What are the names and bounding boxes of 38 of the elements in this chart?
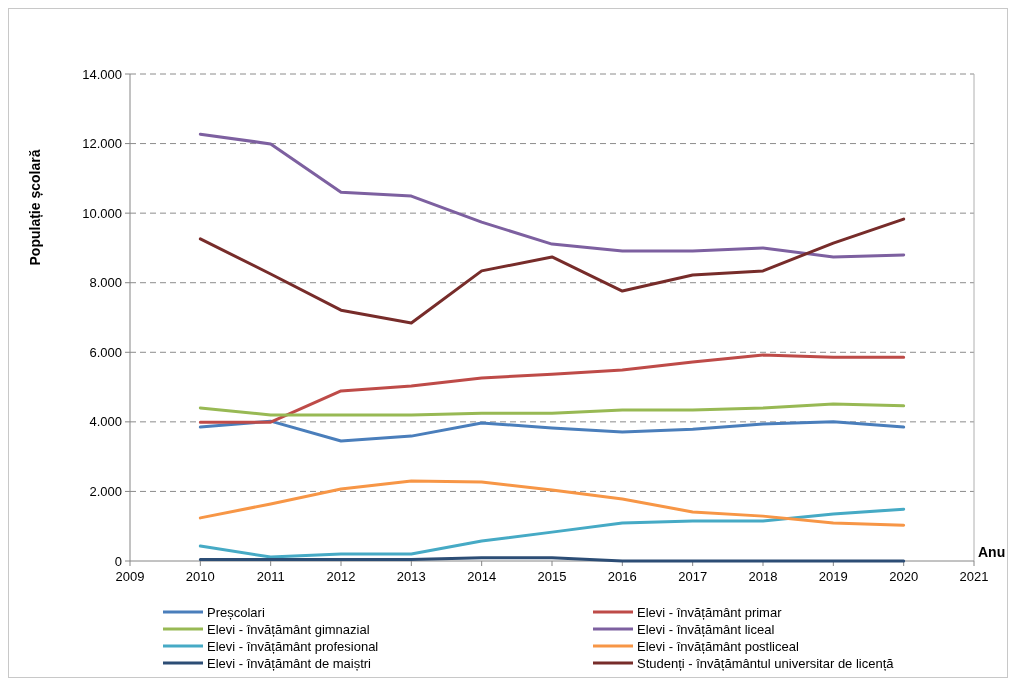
x-tick-label: 2017 bbox=[678, 569, 708, 584]
legend-label: Preșcolari bbox=[207, 604, 265, 620]
x-tick-label: 2018 bbox=[748, 569, 778, 584]
line-series bbox=[198, 217, 906, 325]
legend-label: Elevi - învățământ liceal bbox=[637, 621, 775, 637]
y-tick-label: 2.000 bbox=[89, 483, 122, 499]
y-tick-label: 10.000 bbox=[82, 205, 122, 221]
x-tick-label: 2015 bbox=[537, 569, 567, 584]
legend-label: Elevi - învățământ profesional bbox=[207, 638, 379, 654]
y-tick-label: 12.000 bbox=[82, 136, 122, 152]
y-tick-label: 8.000 bbox=[89, 275, 122, 291]
line-series bbox=[198, 132, 906, 259]
line-series bbox=[198, 353, 906, 424]
x-tick-label: 2020 bbox=[889, 569, 919, 584]
y-tick-label: 6.000 bbox=[89, 344, 122, 360]
legend-label: Elevi - învățământ postliceal bbox=[637, 638, 799, 654]
y-tick-label: 4.000 bbox=[89, 414, 122, 430]
line-series bbox=[198, 419, 906, 443]
x-axis-title: Anu bbox=[978, 544, 1006, 560]
x-tick-label: 2012 bbox=[326, 569, 356, 584]
x-tick-label: 2013 bbox=[396, 569, 426, 584]
line-series bbox=[198, 507, 906, 559]
legend-label: Elevi - învățământ primar bbox=[637, 604, 783, 620]
y-axis-title: Populație școlară bbox=[27, 149, 43, 266]
x-tick-label: 2011 bbox=[256, 569, 285, 584]
line-series bbox=[198, 402, 906, 417]
x-tick-label: 2014 bbox=[467, 569, 497, 584]
line-series bbox=[198, 479, 906, 527]
x-tick-label: 2021 bbox=[959, 569, 989, 584]
y-tick-label: 0 bbox=[114, 553, 122, 569]
legend-label: Studenți - învățământul universitar de licență bbox=[637, 655, 895, 671]
legend-label: Elevi - învățământ gimnazial bbox=[207, 621, 370, 637]
x-tick-label: 2019 bbox=[818, 569, 848, 584]
x-tick-label: 2010 bbox=[185, 569, 215, 584]
legend-label: Elevi - învățământ de maiștri bbox=[207, 655, 372, 671]
x-tick-label: 2016 bbox=[607, 569, 637, 584]
x-tick-label: 2009 bbox=[115, 569, 145, 584]
y-tick-label: 14.000 bbox=[82, 66, 122, 82]
